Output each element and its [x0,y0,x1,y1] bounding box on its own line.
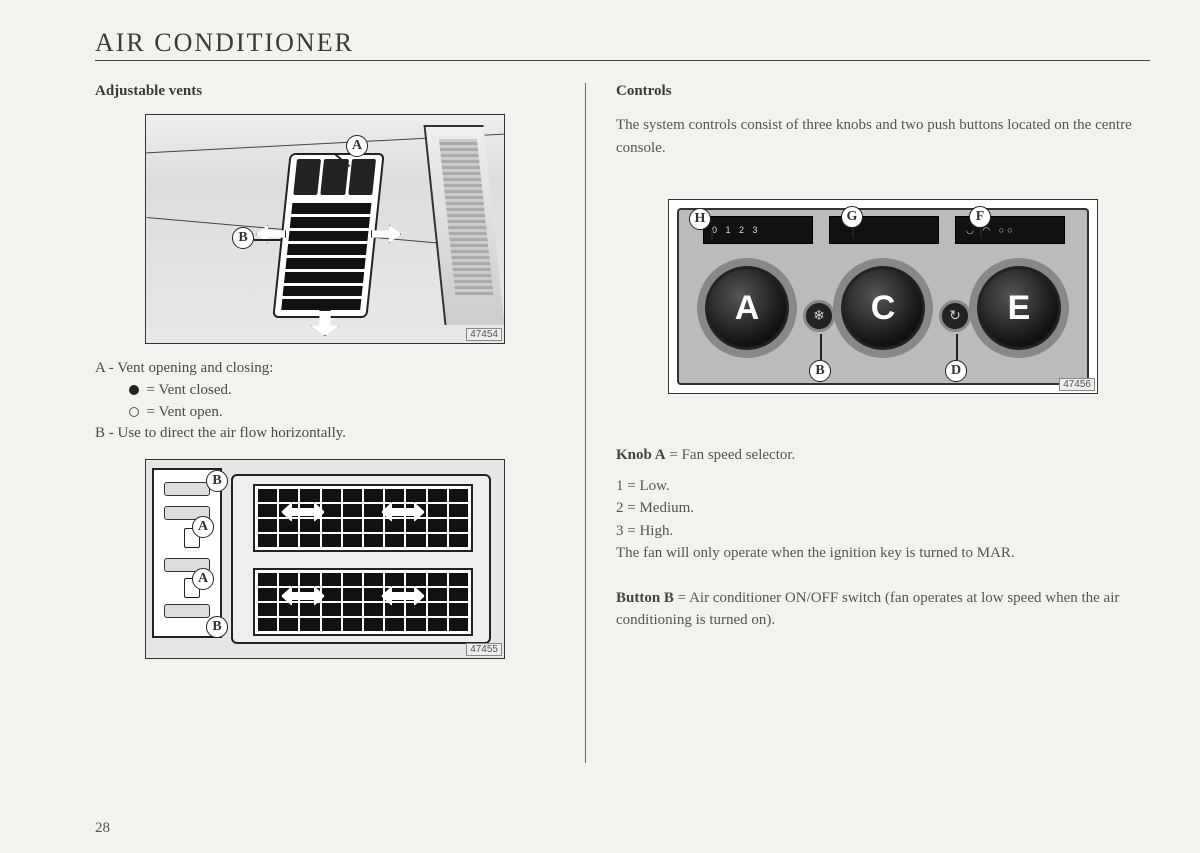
fig2-upper-grid [253,484,473,552]
controls-intro: The system controls consist of three kno… [616,114,1150,159]
callout-h: H [689,208,711,230]
dot-open-icon [129,407,139,417]
knob-a: A [705,266,789,350]
callout-lead [852,228,854,238]
knob-a-1: 1 = Low. [616,475,1150,498]
figure-control-panel: 0 1 2 3 ◡ ◠ ○○ A C E ❄ ↻ H G F B D [668,199,1098,394]
legend-a-open-text: = Vent open. [147,404,223,420]
knob-c: C [841,266,925,350]
callout-lead [956,334,958,360]
legend-block: A - Vent opening and closing: = Vent clo… [95,358,555,445]
page-number: 28 [95,820,110,837]
legend-a: A - Vent opening and closing: [95,358,555,380]
column-left: Adjustable vents A B 47454 [95,83,585,803]
callout-g: G [841,206,863,228]
knob-a-label: Knob A [616,447,666,463]
content-columns: Adjustable vents A B 47454 [95,83,1150,803]
figure-vent-centre: B A A B 47455 [145,459,505,659]
legend-a-open: = Vent open. [95,402,555,424]
page-title: AIR CONDITIONER [95,28,1150,61]
knob-a-line: Knob A = Fan speed selector. [616,444,1150,467]
figure-number: 47456 [1059,378,1095,391]
callout-f: F [969,206,991,228]
knob-a-note: The fan will only operate when the ignit… [616,542,1150,565]
figure-vent-side: A B 47454 [145,114,505,344]
adjustable-vents-heading: Adjustable vents [95,83,555,100]
fig2-frame [231,474,491,644]
callout-a: A [346,135,368,157]
display-h-text: 0 1 2 3 [712,225,761,235]
callout-b: B [232,227,254,249]
knob-a-eq: = Fan speed selector. [666,447,796,463]
callout-b: B [206,470,228,492]
callout-b: B [206,616,228,638]
button-b-label: Button B [616,590,674,606]
callout-lead [820,334,822,360]
display-h: 0 1 2 3 [703,216,813,244]
knob-a-3: 3 = High. [616,520,1150,543]
callout-d: D [945,360,967,382]
knob-e: E [977,266,1061,350]
column-right: Controls The system controls consist of … [586,83,1150,803]
legend-a-closed-text: = Vent closed. [147,382,232,398]
figure-number: 47454 [466,328,502,341]
legend-a-closed: = Vent closed. [95,380,555,402]
button-b-small: ❄ [803,300,835,332]
callout-a: A [192,516,214,538]
callout-lead [980,228,982,238]
fig2-side-panel [152,468,222,638]
button-d-small: ↻ [939,300,971,332]
callout-lead [254,239,282,241]
callout-lead [711,230,713,240]
button-b-eq: = Air conditioner ON/OFF switch (fan ope… [616,590,1119,629]
legend-b: B - Use to direct the air flow horizonta… [95,423,555,445]
figure-number: 47455 [466,643,502,656]
callout-a: A [192,568,214,590]
controls-heading: Controls [616,83,1150,100]
dot-filled-icon [129,385,139,395]
fig1-vent [272,153,384,318]
fig2-lower-grid [253,568,473,636]
button-b-line: Button B = Air conditioner ON/OFF switch… [616,587,1150,632]
knob-a-2: 2 = Medium. [616,497,1150,520]
callout-b: B [809,360,831,382]
